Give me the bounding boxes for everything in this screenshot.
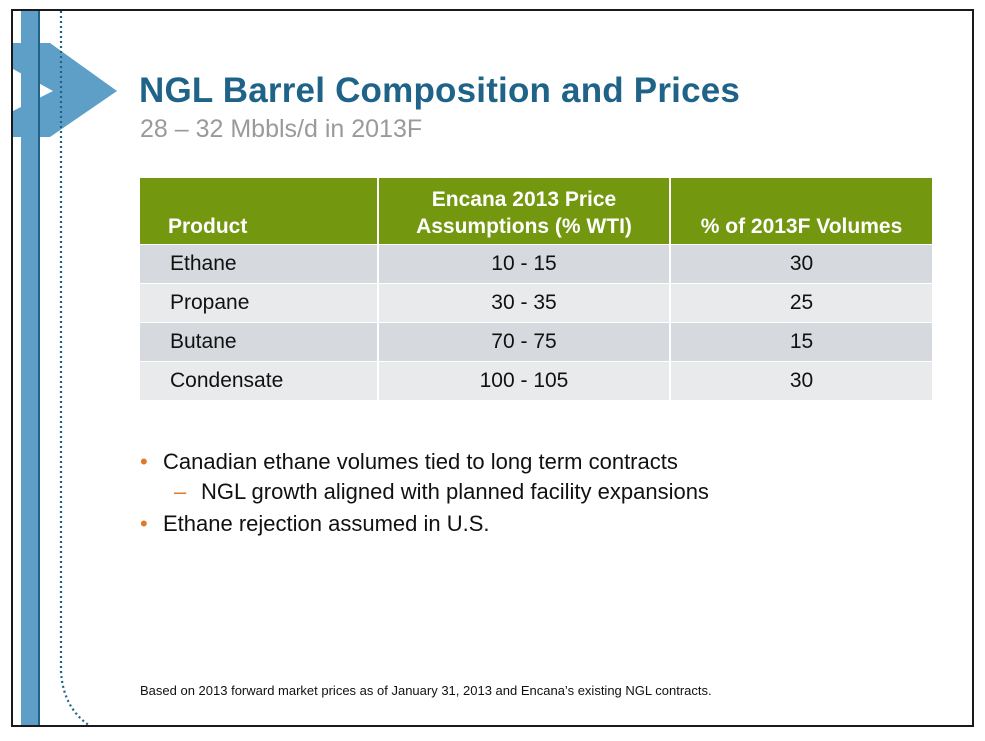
sub-bullet-item: – NGL growth aligned with planned facilit… — [174, 479, 709, 505]
bullet-marker: • — [140, 449, 148, 474]
slide: NGL Barrel Composition and Prices 28 – 3… — [11, 9, 974, 727]
cell-price: 30 - 35 — [378, 282, 671, 323]
table-row: Butane 70 - 75 15 — [140, 321, 932, 362]
cell-volume: 25 — [670, 282, 932, 323]
table-row: Propane 30 - 35 25 — [140, 282, 932, 323]
cell-price: 100 - 105 — [378, 360, 671, 401]
cell-product: Condensate — [140, 360, 379, 401]
sub-bullet-text: NGL growth aligned with planned facility… — [201, 479, 709, 504]
cell-product: Ethane — [140, 243, 379, 284]
bullet-item: • Canadian ethane volumes tied to long te… — [140, 449, 678, 475]
cell-product: Butane — [140, 321, 379, 362]
header-product: Product — [140, 178, 379, 244]
slide-decoration — [13, 11, 117, 725]
bullet-text: Canadian ethane volumes tied to long ter… — [163, 449, 678, 474]
header-price-line-1: Encana 2013 Price — [431, 187, 617, 211]
cell-volume: 30 — [670, 360, 932, 401]
header-price-assumptions: Encana 2013 Price Assumptions (% WTI) — [378, 178, 671, 244]
cell-volume: 15 — [670, 321, 932, 362]
table-header-row: Product Encana 2013 Price Assumptions (%… — [140, 178, 932, 244]
table-row: Condensate 100 - 105 30 — [140, 360, 932, 401]
cell-product: Propane — [140, 282, 379, 323]
cell-price: 10 - 15 — [378, 243, 671, 284]
cell-volume: 30 — [670, 243, 932, 284]
dotted-guide-line — [59, 11, 91, 725]
table-row: Ethane 10 - 15 30 — [140, 243, 932, 284]
cell-price: 70 - 75 — [378, 321, 671, 362]
slide-subtitle: 28 – 32 Mbbls/d in 2013F — [140, 115, 423, 143]
blue-vertical-band — [21, 11, 38, 725]
slide-title: NGL Barrel Composition and Prices — [139, 71, 741, 110]
ngl-composition-table: Product Encana 2013 Price Assumptions (%… — [140, 178, 932, 401]
bullet-text: Ethane rejection assumed in U.S. — [163, 511, 490, 536]
bullet-item: • Ethane rejection assumed in U.S. — [140, 511, 490, 537]
bullet-marker: • — [140, 511, 148, 536]
dash-marker: – — [174, 479, 187, 504]
footnote: Based on 2013 forward market prices as o… — [140, 683, 712, 698]
header-price-line-2: Assumptions (% WTI) — [416, 214, 632, 238]
header-volumes: % of 2013F Volumes — [670, 178, 932, 244]
